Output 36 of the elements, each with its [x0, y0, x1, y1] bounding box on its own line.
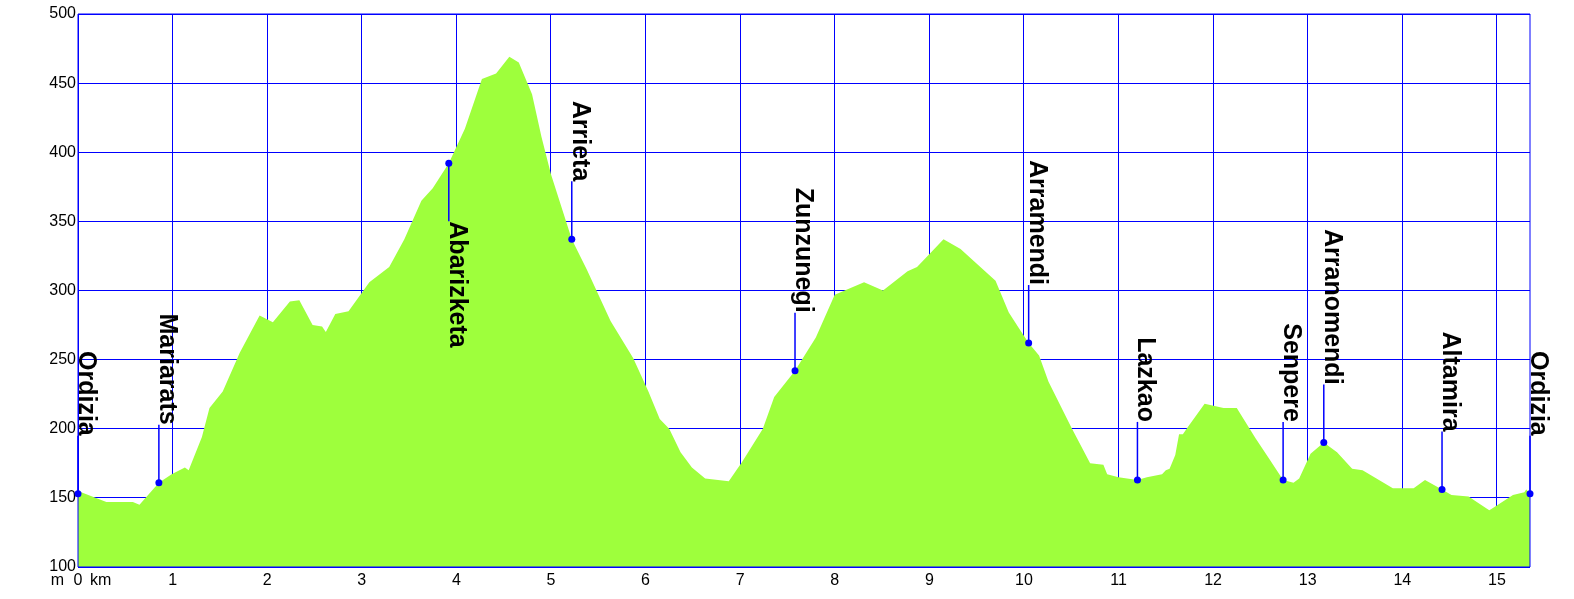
x-tick-label: 1 [168, 571, 178, 589]
x-tick-label: 0 [73, 571, 83, 589]
annotation: Lazkao [1133, 337, 1162, 422]
y-tick-label: 200 [49, 419, 77, 437]
annotation: Altamira [1438, 331, 1467, 433]
x-axis-title: km [90, 571, 112, 589]
x-tick-label: 6 [641, 571, 651, 589]
annotation: Abarizketa [444, 221, 473, 349]
annotation: Arramendi [1024, 160, 1053, 286]
y-tick-label: 350 [49, 211, 77, 229]
x-tick-label: 5 [546, 571, 556, 589]
x-tick-label: 11 [1110, 571, 1127, 589]
annotation: Mariarats [154, 313, 183, 425]
y-tick-label: 500 [49, 4, 77, 22]
annotation: Senpere [1279, 323, 1308, 422]
x-tick-label: 2 [262, 571, 272, 589]
annotation: Arranomendi [1319, 229, 1348, 385]
y-axis-title: m [50, 571, 64, 589]
y-tick-label: 400 [49, 142, 77, 160]
x-tick-label: 8 [830, 571, 840, 589]
y-tick-label: 150 [49, 488, 77, 506]
annotation: Ordizia [1526, 350, 1554, 437]
x-tick-label: 10 [1015, 571, 1033, 589]
x-tick-label: 9 [924, 571, 934, 589]
x-tick-label: 3 [357, 571, 367, 589]
x-tick-label: 15 [1487, 571, 1506, 589]
x-tick-label: 13 [1298, 571, 1317, 589]
y-tick-label: 250 [49, 350, 77, 368]
x-tick-label: 14 [1393, 571, 1412, 589]
x-tick-label: 7 [735, 571, 745, 589]
annotation: Arrieta [567, 100, 596, 183]
x-tick-label: 4 [451, 571, 461, 589]
annotation: Zunzunegi [791, 187, 820, 313]
y-tick-label: 450 [49, 73, 77, 91]
x-tick-label: 12 [1204, 571, 1223, 589]
y-tick-label: 300 [49, 280, 77, 298]
